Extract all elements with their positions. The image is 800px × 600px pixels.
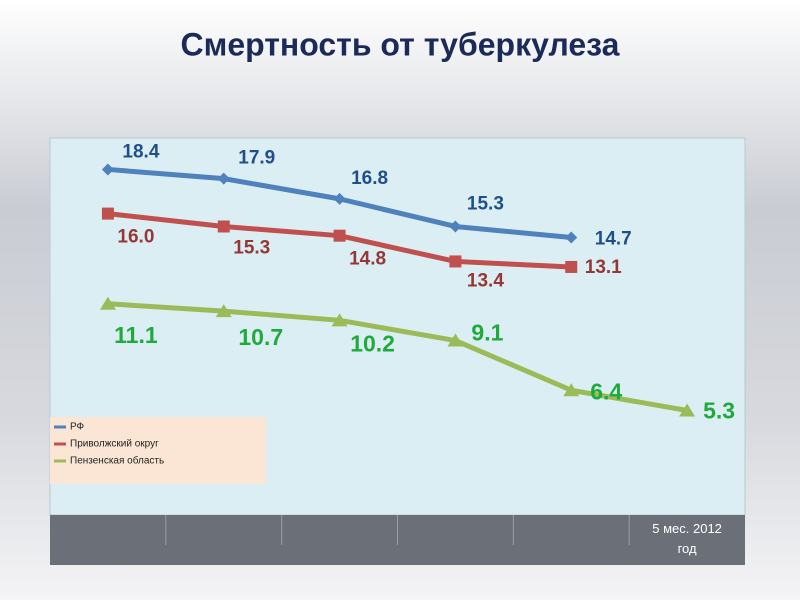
marker [565,231,578,244]
legend-label: РФ [70,422,85,433]
marker [449,255,462,268]
marker [101,163,114,176]
data-label: 13.1 [585,257,622,278]
data-label: 18.4 [122,141,159,162]
marker [679,403,696,417]
data-label: 16.8 [351,168,388,189]
data-label: 16.0 [117,227,154,248]
data-label: 10.7 [238,324,283,350]
marker [101,207,114,220]
marker [563,383,580,397]
data-label: 13.4 [467,270,504,291]
chart-title: Смертность от туберкулеза [181,26,620,62]
legend [50,417,266,484]
marker [333,229,346,242]
data-label: 14.8 [349,249,386,270]
marker [333,192,346,205]
data-label: 11.1 [114,322,158,348]
x-tick-label: 5 мес. 2012 год [652,521,722,556]
data-label: 5.3 [703,398,735,424]
marker [565,260,578,273]
marker [215,304,232,318]
marker [449,220,462,233]
data-label: 17.9 [238,148,275,169]
data-label: 9.1 [471,320,503,346]
data-label: 14.7 [595,229,632,250]
marker [331,313,348,327]
marker [217,220,230,233]
legend-label: Приволжский округ [70,439,159,450]
data-label: 15.3 [233,237,270,258]
data-label: 6.4 [590,378,622,404]
data-label: 15.3 [467,193,504,214]
series-line [107,301,688,413]
data-label: 10.2 [350,330,395,356]
marker [217,172,230,185]
marker [447,333,464,347]
marker [99,296,116,310]
legend-label: Пензенская область [70,455,164,467]
